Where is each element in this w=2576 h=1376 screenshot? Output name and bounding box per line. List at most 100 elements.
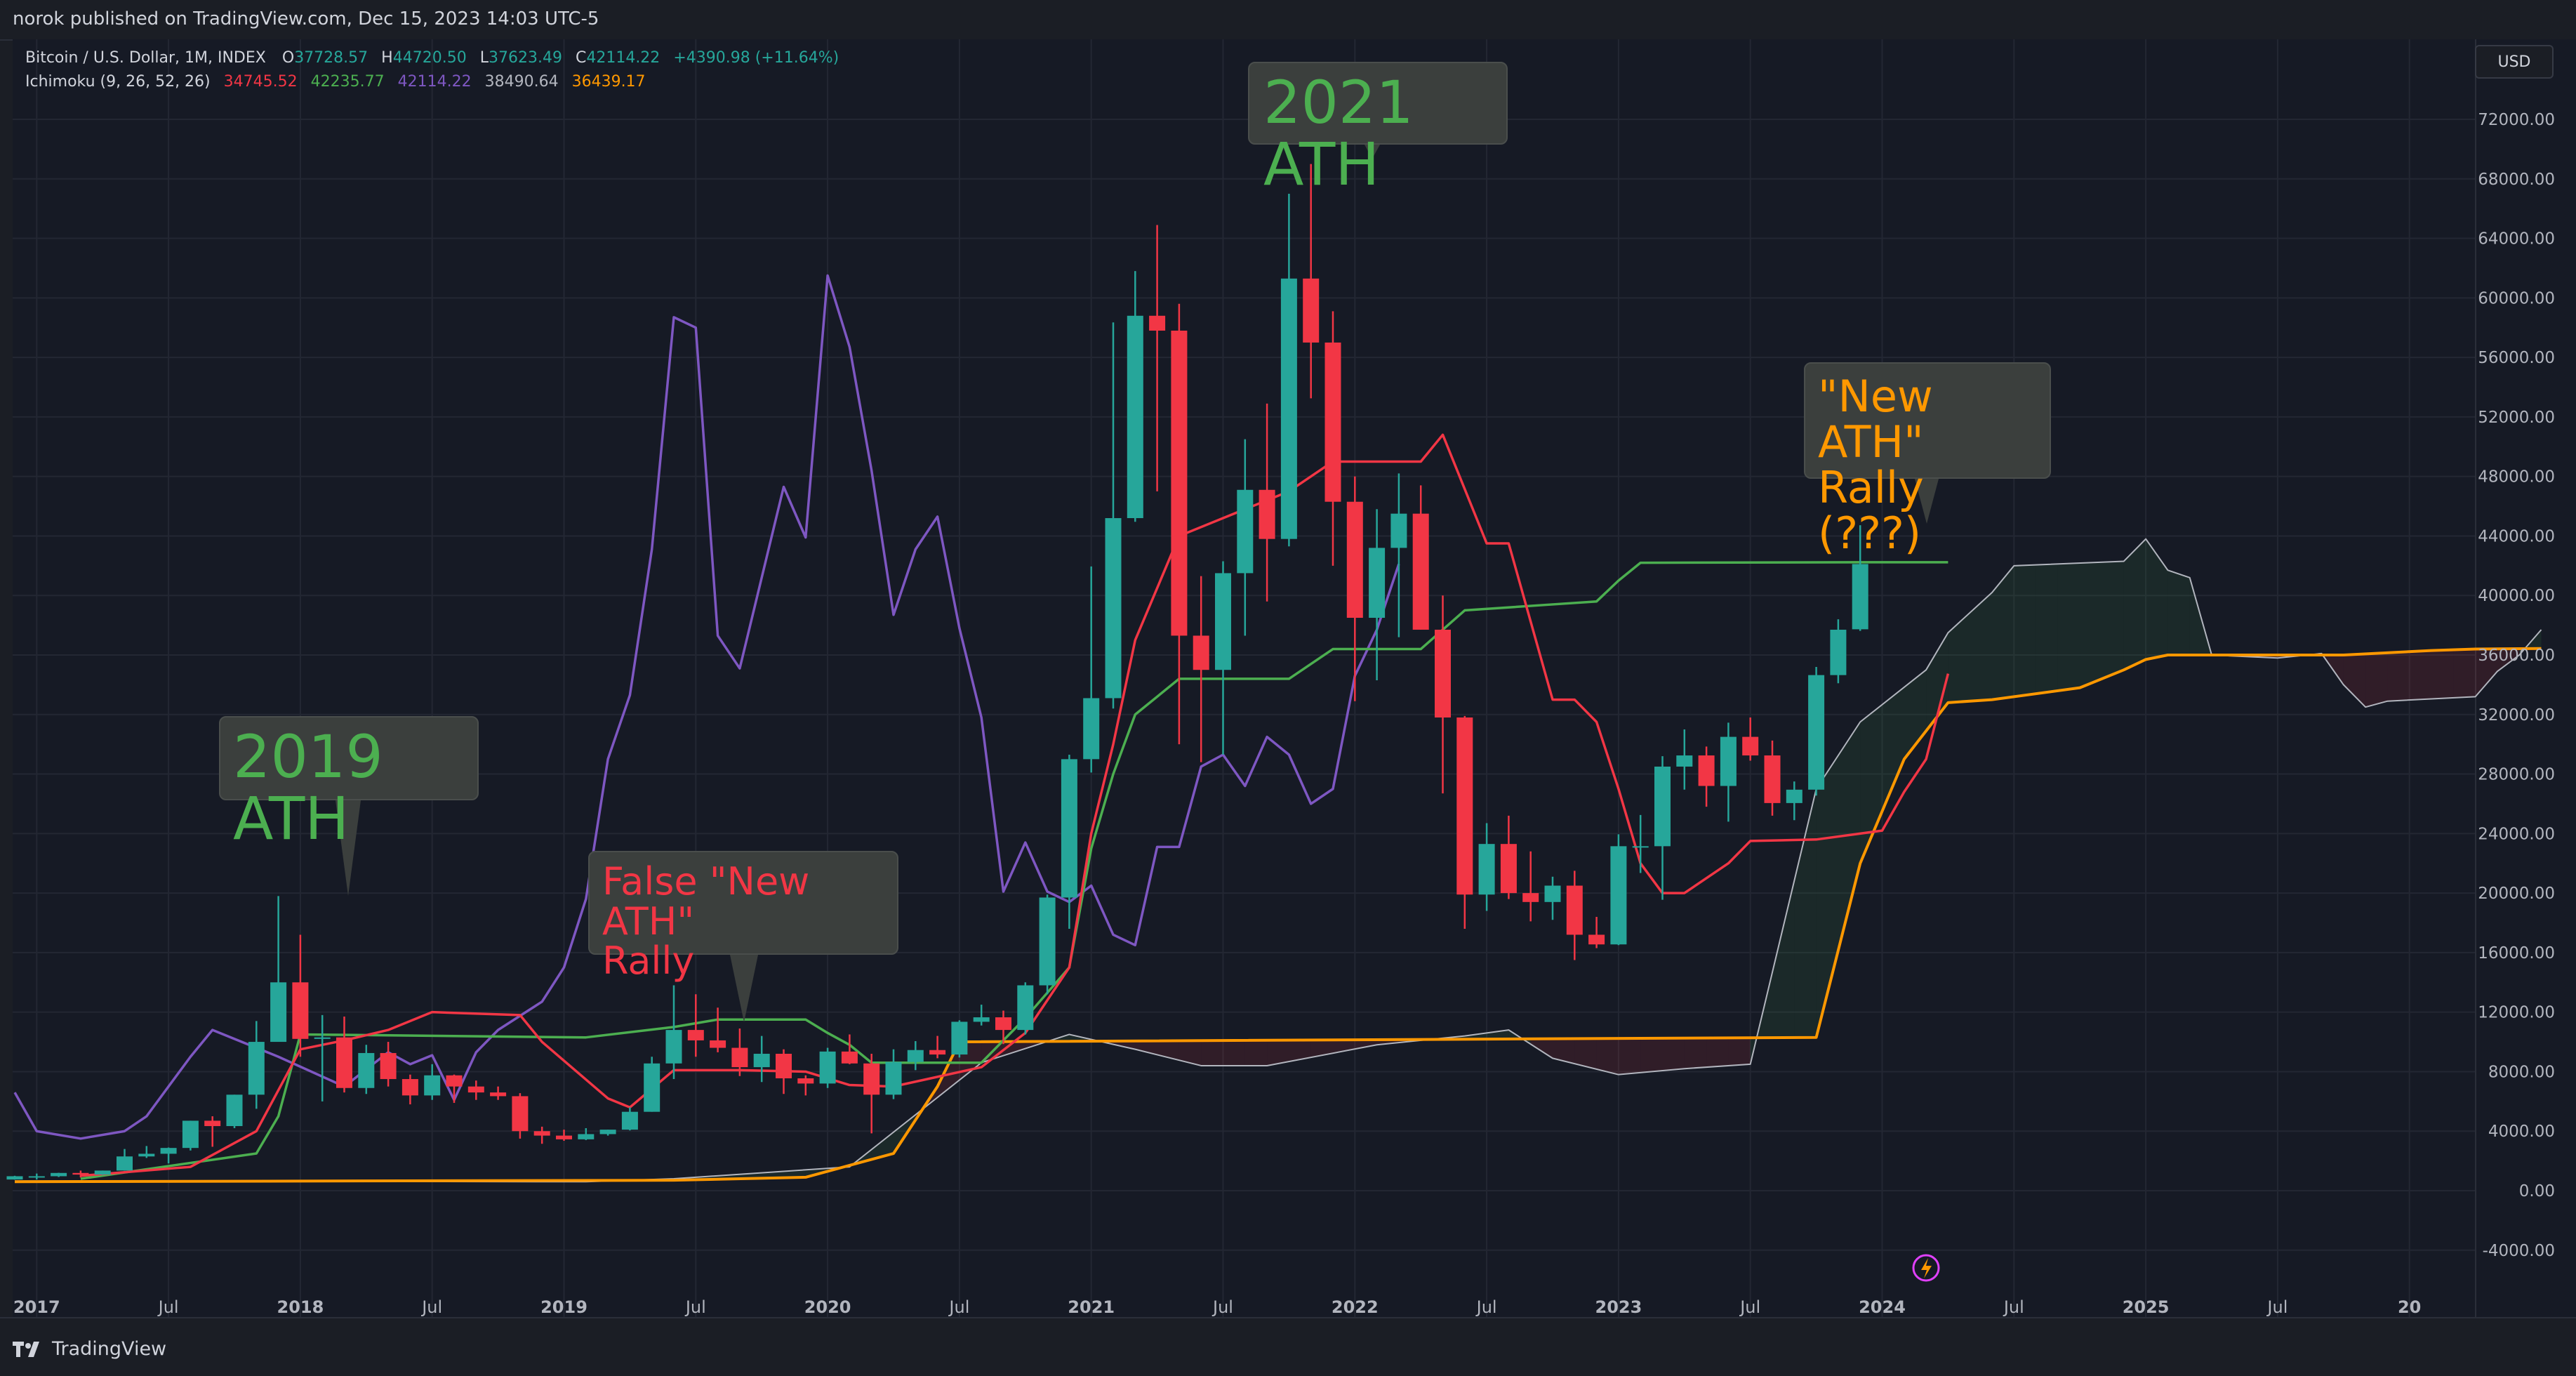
candle-body bbox=[1567, 886, 1583, 935]
candle-body bbox=[710, 1040, 726, 1048]
x-tick-label: 2018 bbox=[277, 1297, 324, 1317]
tradingview-logo[interactable]: TradingView bbox=[13, 1338, 166, 1360]
candle-body bbox=[446, 1076, 463, 1087]
candle-body bbox=[556, 1136, 572, 1139]
candle-body bbox=[1259, 490, 1275, 539]
lightning-icon bbox=[1921, 1258, 1932, 1278]
candle-body bbox=[1017, 986, 1033, 1031]
cloud-segment bbox=[1553, 1038, 1574, 1064]
y-tick-label: 32000.00 bbox=[2478, 706, 2555, 725]
candle-body bbox=[1390, 514, 1407, 548]
candle-body bbox=[731, 1048, 748, 1068]
symbol-legend: Bitcoin / U.S. Dollar, 1M, INDEX O37728.… bbox=[25, 49, 839, 67]
span-a-value: 38490.64 bbox=[485, 73, 559, 91]
high-label: H bbox=[381, 49, 393, 67]
y-tick-label: 60000.00 bbox=[2478, 289, 2555, 307]
cloud-segment bbox=[2036, 564, 2058, 694]
y-tick-label: -4000.00 bbox=[2483, 1242, 2555, 1260]
x-tick-label: Jul bbox=[2266, 1297, 2288, 1317]
candle-body bbox=[1061, 759, 1077, 897]
cloud-segment bbox=[2102, 561, 2124, 678]
candle-body bbox=[1171, 331, 1187, 635]
candle-body bbox=[1786, 790, 1802, 803]
y-tick-label: 28000.00 bbox=[2478, 766, 2555, 784]
cloud-segment bbox=[2146, 539, 2167, 660]
candle-body bbox=[1720, 737, 1737, 786]
candle-body bbox=[1742, 737, 1758, 755]
candle-body bbox=[1237, 490, 1253, 574]
candle-body bbox=[117, 1156, 133, 1170]
annotation-pointers bbox=[336, 145, 1939, 1022]
y-tick-label: 64000.00 bbox=[2478, 230, 2555, 249]
candle-body bbox=[1456, 717, 1473, 894]
candle-body bbox=[1127, 316, 1143, 518]
x-tick-label: Jul bbox=[420, 1297, 442, 1317]
candle-body bbox=[754, 1054, 770, 1067]
candle-body bbox=[29, 1176, 45, 1177]
x-tick-label: 2019 bbox=[540, 1297, 587, 1317]
annotation-false-rally-line1: False "New ATH" bbox=[602, 862, 884, 941]
candle-body bbox=[1765, 755, 1781, 803]
x-tick-label: 2025 bbox=[2123, 1297, 2170, 1317]
candle-body bbox=[1852, 564, 1868, 629]
x-tick-label: 2023 bbox=[1595, 1297, 1642, 1317]
y-tick-label: 0.00 bbox=[2519, 1182, 2555, 1200]
x-tick-label: Jul bbox=[1739, 1297, 1760, 1317]
candle-body bbox=[842, 1052, 858, 1064]
candle-body bbox=[468, 1087, 484, 1092]
cloud-segment bbox=[1201, 1040, 1223, 1066]
candle-body bbox=[974, 1017, 990, 1021]
y-tick-label: 40000.00 bbox=[2478, 587, 2555, 605]
candle-body bbox=[776, 1054, 792, 1078]
x-tick-label: Jul bbox=[1475, 1297, 1497, 1317]
x-tick-label: 2022 bbox=[1332, 1297, 1379, 1317]
cloud-segment bbox=[2365, 653, 2387, 707]
low-label: L bbox=[480, 49, 489, 67]
cloud-segment bbox=[2058, 563, 2080, 691]
misc-marks bbox=[1913, 1255, 1939, 1281]
candle-body bbox=[424, 1076, 440, 1096]
candle-body bbox=[1040, 897, 1056, 985]
cloud-segment bbox=[2167, 570, 2189, 655]
candle-body bbox=[72, 1173, 88, 1175]
change-value: +4390.98 (+11.64%) bbox=[673, 49, 839, 67]
candle-body bbox=[908, 1050, 924, 1062]
candle-body bbox=[402, 1079, 418, 1095]
currency-button[interactable]: USD bbox=[2475, 45, 2554, 79]
candle-body bbox=[227, 1094, 243, 1126]
ichimoku-legend: Ichimoku (9, 26, 52, 26) 34745.52 42235.… bbox=[25, 73, 646, 91]
cloud-segment bbox=[1685, 1038, 1706, 1069]
lagging-span-line bbox=[15, 276, 1399, 1139]
annotation-new-rally-line2: Rally (???) bbox=[1818, 465, 2037, 556]
open-label: O bbox=[282, 49, 294, 67]
candle-body bbox=[995, 1017, 1011, 1030]
candle-body bbox=[1106, 518, 1122, 698]
annotation-false-rally-line2: Rally bbox=[602, 941, 884, 981]
y-tick-label: 4000.00 bbox=[2488, 1123, 2555, 1141]
candle-body bbox=[1281, 279, 1297, 539]
candle-body bbox=[1545, 886, 1561, 902]
candle-body bbox=[1149, 316, 1165, 331]
cloud-segment bbox=[1706, 1038, 1728, 1067]
ichimoku-label: Ichimoku (9, 26, 52, 26) bbox=[25, 73, 211, 91]
candle-body bbox=[1808, 675, 1824, 790]
x-tick-label: Jul bbox=[157, 1297, 179, 1317]
span-b-value: 36439.17 bbox=[572, 73, 646, 91]
x-tick-label: Jul bbox=[948, 1297, 969, 1317]
candle-body bbox=[161, 1148, 177, 1153]
candle-body bbox=[820, 1052, 836, 1084]
cloud-segment bbox=[1619, 1038, 1640, 1075]
annotation-new-rally: "New ATH" Rally (???) bbox=[1804, 362, 2051, 479]
annotation-false-rally: False "New ATH" Rally bbox=[588, 851, 898, 955]
candle-body bbox=[1479, 844, 1495, 894]
candle-body bbox=[1303, 279, 1319, 343]
x-tick-label: 2020 bbox=[804, 1297, 851, 1317]
close-label: C bbox=[576, 49, 586, 67]
brand-name: TradingView bbox=[52, 1338, 166, 1360]
candle-body bbox=[1435, 630, 1451, 717]
candle-body bbox=[380, 1053, 397, 1079]
annotation-new-rally-line1: "New ATH" bbox=[1818, 373, 2037, 465]
cloud-segment bbox=[2344, 654, 2365, 707]
x-tick-label: 2017 bbox=[13, 1297, 60, 1317]
